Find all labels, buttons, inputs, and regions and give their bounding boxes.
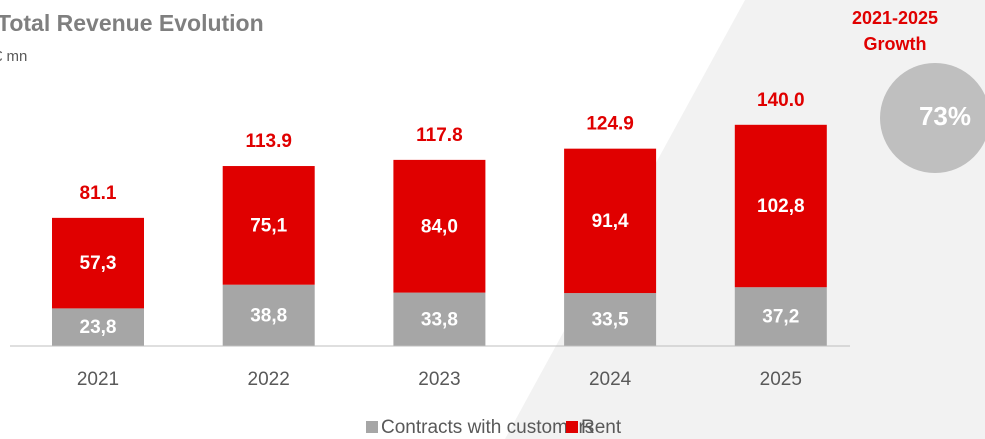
legend-label: Rent xyxy=(581,417,622,438)
total-label: 117.8 xyxy=(416,125,463,146)
bar-segment xyxy=(393,292,486,346)
bar-segment xyxy=(393,159,486,293)
bar-segment xyxy=(222,284,315,346)
growth-badge xyxy=(880,63,985,173)
growth-value: 73% xyxy=(919,101,971,131)
total-label: 81.1 xyxy=(80,183,117,204)
bar-segment xyxy=(222,166,315,285)
legend-label: Contracts with customers xyxy=(381,417,594,438)
bar-segment xyxy=(564,148,657,294)
growth-title: 2021-2025 xyxy=(852,8,938,28)
legend-swatch xyxy=(566,421,578,433)
segment-label: 75,1 xyxy=(250,215,287,236)
segment-label: 33,8 xyxy=(421,309,458,330)
segment-label: 37,2 xyxy=(762,307,799,328)
chart-title: Total Revenue Evolution xyxy=(0,10,264,36)
chart-subtitle: € mn xyxy=(0,48,27,65)
segment-label: 91,4 xyxy=(592,211,629,232)
segment-label: 57,3 xyxy=(80,253,117,274)
bar-segment xyxy=(564,293,657,346)
bar-segment xyxy=(52,217,144,309)
total-label: 140.0 xyxy=(757,90,805,111)
x-tick-label: 2024 xyxy=(589,369,632,390)
segment-label: 84,0 xyxy=(421,216,458,237)
total-label: 124.9 xyxy=(586,114,634,135)
x-tick-label: 2022 xyxy=(248,369,290,390)
bar-segment xyxy=(52,308,144,346)
bar-segment xyxy=(734,124,827,288)
legend-swatch xyxy=(366,421,378,433)
segment-label: 33,5 xyxy=(592,310,629,331)
x-tick-label: 2021 xyxy=(77,369,119,390)
segment-label: 23,8 xyxy=(80,317,117,338)
x-tick-label: 2025 xyxy=(760,369,802,390)
segment-label: 102,8 xyxy=(757,196,805,217)
total-label: 113.9 xyxy=(245,131,292,152)
growth-title: Growth xyxy=(864,34,927,54)
x-tick-label: 2023 xyxy=(418,369,460,390)
bar-segment xyxy=(734,287,827,346)
segment-label: 38,8 xyxy=(250,305,287,326)
